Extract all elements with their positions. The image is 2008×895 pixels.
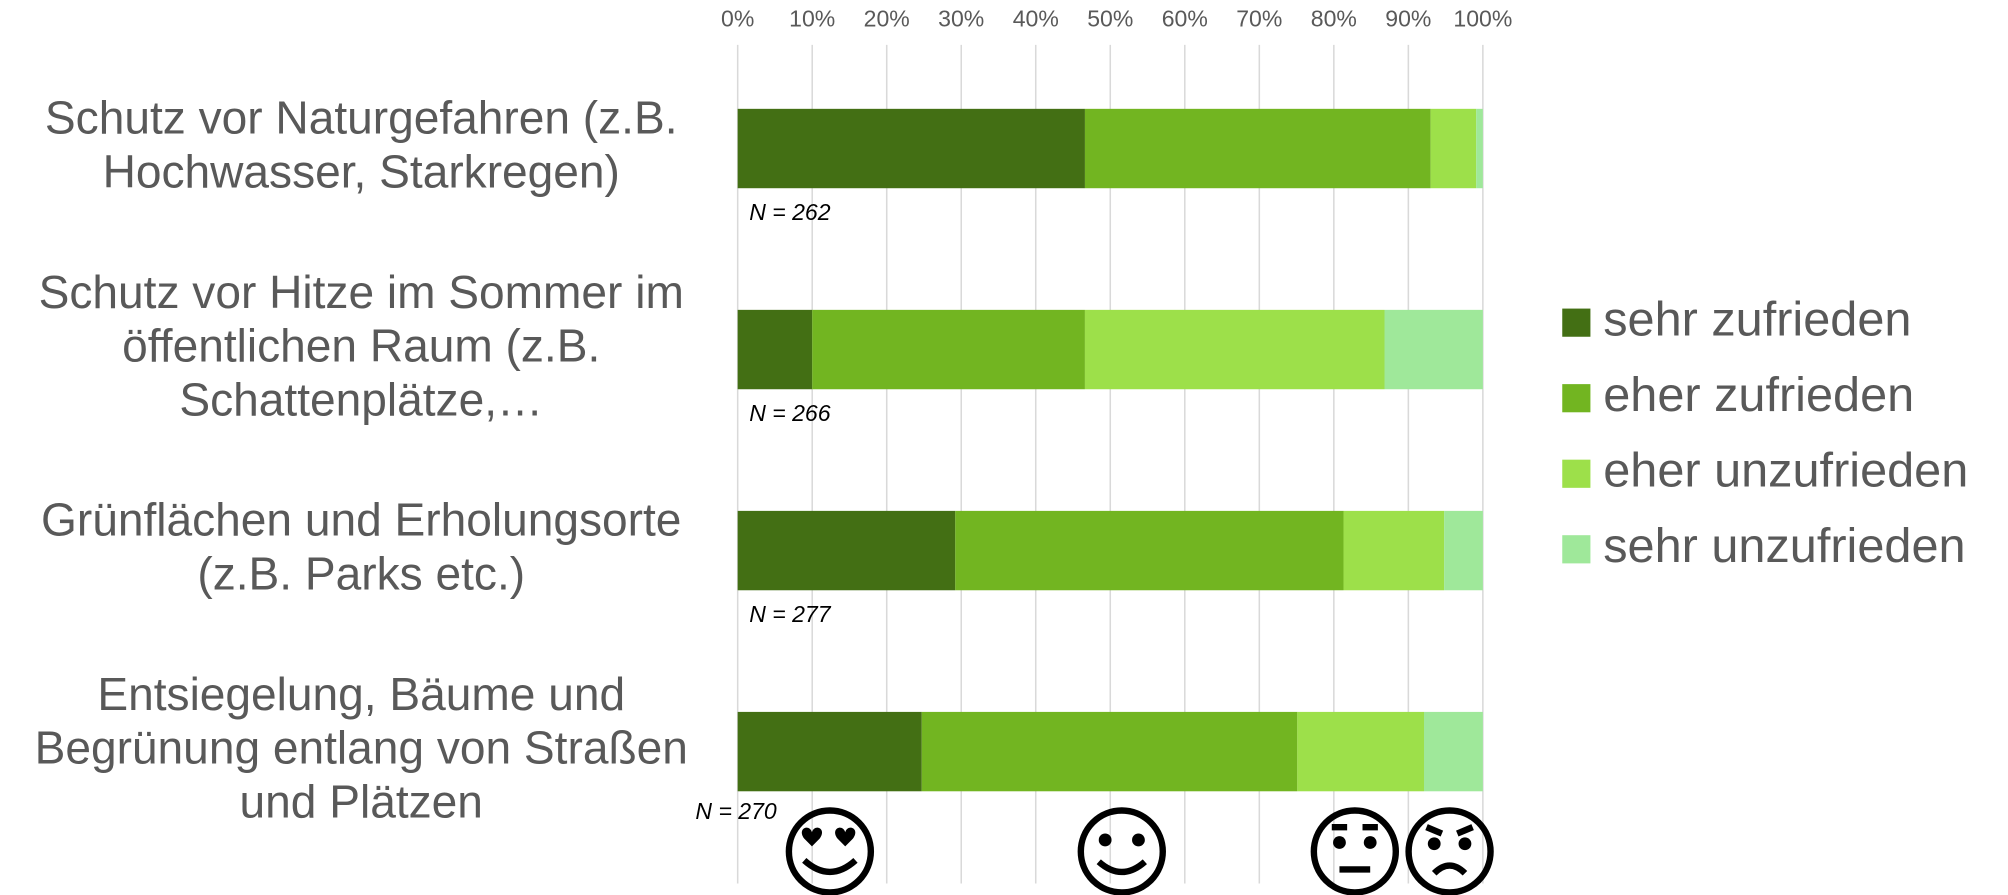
bar-segment [921, 711, 1298, 792]
bar-segment [812, 309, 1085, 390]
sample-size: N = 270 [695, 798, 776, 824]
category-label: Entsiegelung, Bäume und Begrünung entlang… [35, 668, 688, 828]
legend-label: eher zufrieden [1603, 368, 1914, 422]
x-tick-label: 40% [1013, 6, 1059, 32]
bar-segment [1423, 711, 1483, 792]
bar-segment [737, 108, 1085, 189]
bar-segment [1384, 309, 1483, 390]
emoji-angry [1405, 807, 1494, 895]
bar-segment [1297, 711, 1424, 792]
emoji-neutral [1310, 807, 1399, 895]
x-tick-label: 30% [938, 6, 984, 32]
emoji-love [785, 807, 875, 895]
bar-segment [955, 510, 1344, 591]
bar-segment [1444, 510, 1483, 591]
legend-swatch [1562, 459, 1591, 488]
legend-label: sehr zufrieden [1603, 293, 1911, 347]
bar-segment [1084, 108, 1431, 189]
bar-segment [737, 711, 922, 792]
category-label: Schutz vor Hitze im Sommer im öffentliche… [39, 266, 684, 426]
bar-segment [737, 309, 813, 390]
bar-segment [1343, 510, 1445, 591]
x-tick-label: 100% [1453, 6, 1512, 32]
legend-swatch [1562, 308, 1591, 337]
sample-size: N = 277 [749, 601, 831, 627]
category-label: Schutz vor Naturgefahren (z.B. Hochwasser… [45, 92, 678, 198]
x-tick-label: 0% [721, 6, 754, 32]
x-tick-label: 10% [789, 6, 835, 32]
x-tick-label: 90% [1385, 6, 1431, 32]
sample-size: N = 266 [749, 400, 830, 426]
category-label: Grünflächen und Erholungsorte (z.B. Parks… [41, 494, 681, 600]
emoji-scale [785, 807, 1494, 895]
bar-segment [1476, 108, 1483, 189]
legend-label: sehr unzufrieden [1603, 519, 1965, 573]
bar-segment [1084, 309, 1385, 390]
emoji-smile [1077, 807, 1166, 895]
x-tick-label: 60% [1162, 6, 1208, 32]
bar-segment [737, 510, 956, 591]
legend-swatch [1562, 384, 1591, 413]
bar-segment [1430, 108, 1477, 189]
x-tick-label: 70% [1236, 6, 1282, 32]
x-tick-label: 50% [1087, 6, 1133, 32]
sample-size: N = 262 [749, 199, 830, 225]
x-tick-label: 80% [1311, 6, 1357, 32]
legend-swatch [1562, 535, 1591, 564]
legend-label: eher unzufrieden [1603, 444, 1968, 498]
x-tick-label: 20% [864, 6, 910, 32]
